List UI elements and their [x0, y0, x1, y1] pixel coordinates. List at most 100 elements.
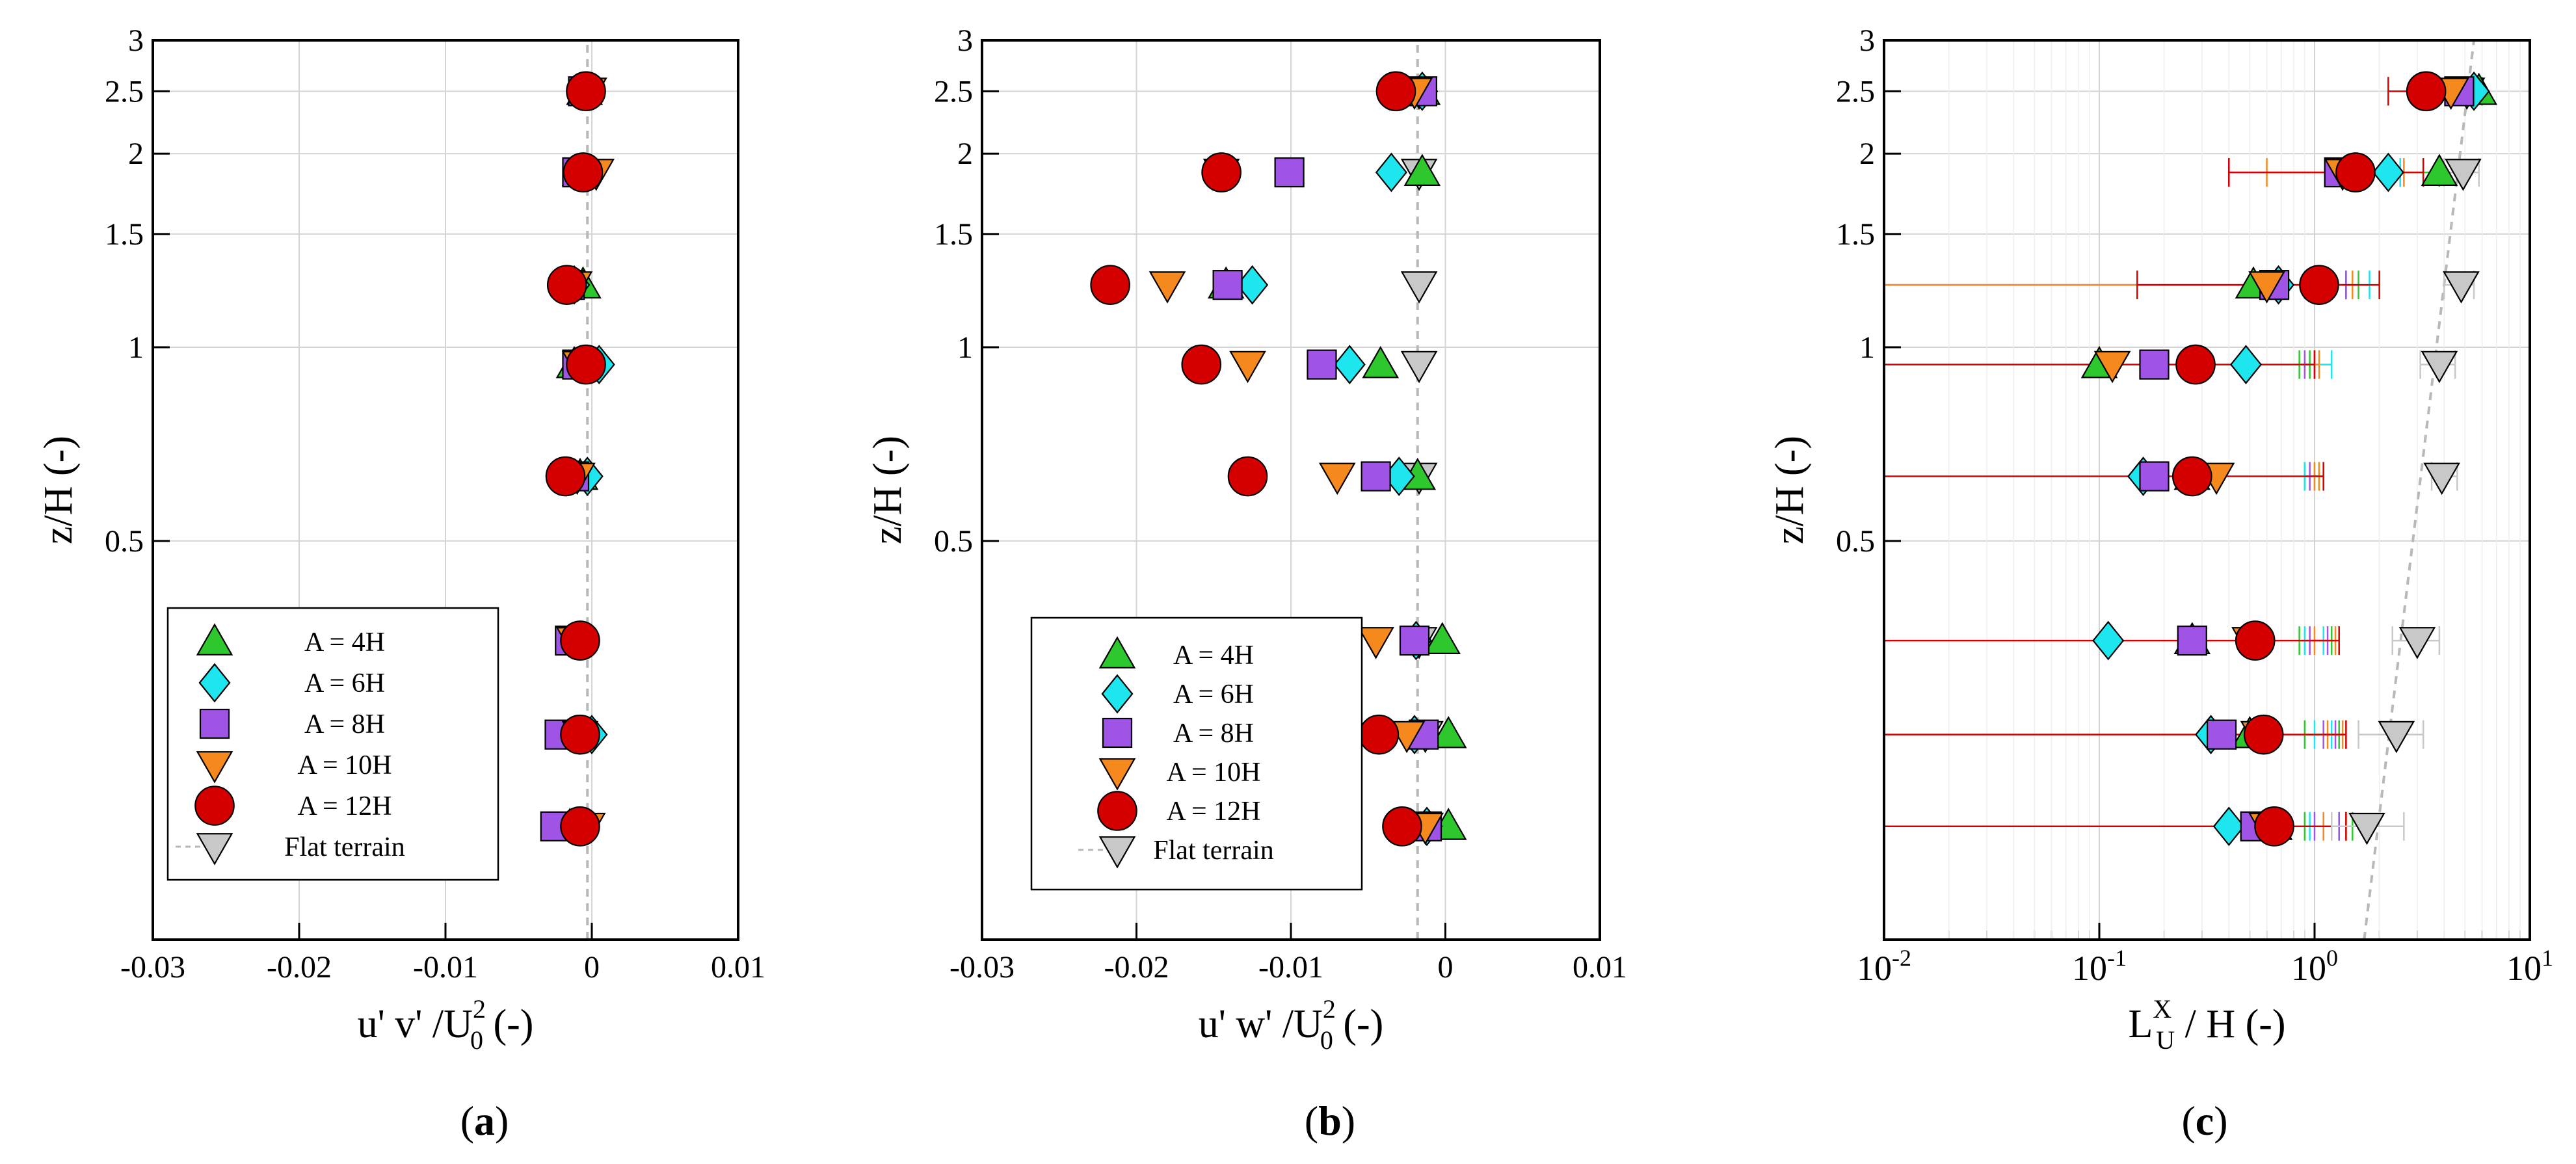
data-point — [2139, 349, 2170, 380]
data-point — [563, 152, 604, 192]
y-axis-label: z/H (-) — [1768, 436, 1812, 544]
data-point — [1274, 157, 1305, 188]
y-tick-label: 3 — [957, 23, 973, 58]
legend-label: A = 8H — [1173, 719, 1254, 748]
legend: A = 4H A = 6H A = 8H A = 10H A = 12H Flat ter… — [1030, 616, 1363, 891]
data-point — [545, 456, 586, 497]
data-point — [2372, 152, 2404, 192]
x-tick-label: -0.01 — [1258, 950, 1323, 985]
x-tick-label: -0.02 — [1104, 950, 1169, 985]
legend-marker — [1098, 836, 1136, 869]
y-tick-label: 1 — [1859, 330, 1875, 365]
panel-c: 10-2 10-1 100 101 0.5 1 1.5 2 2.5 3 z/H (-) LX U / H… — [1768, 23, 2553, 1144]
x-axis-label: u' w' /U2 0 (-) — [1199, 994, 1384, 1055]
data-point — [2421, 153, 2458, 186]
data-point — [2206, 719, 2237, 750]
y-tick-label: 2 — [1859, 137, 1875, 171]
x-tick-label: 0.01 — [1573, 950, 1627, 985]
data-point — [1201, 152, 1242, 192]
y-tick-label: 1.5 — [105, 217, 144, 252]
legend-label: A = 6H — [304, 668, 385, 698]
y-axis-label: z/H (-) — [866, 436, 910, 544]
x-axis-label: LX U / H (-) — [2128, 994, 2285, 1055]
panel-b: -0.03 -0.02 -0.01 0 0.01 0.5 1 1.5 2 2.5 3 z/H (-) u… — [866, 23, 1627, 1144]
panel-label: (c) — [2181, 1098, 2227, 1144]
data-point — [1382, 806, 1422, 847]
data-point — [1181, 344, 1222, 385]
y-tick-label: 1.5 — [1836, 217, 1875, 252]
data-point — [1424, 622, 1461, 654]
panel-label: (b) — [1305, 1098, 1355, 1144]
data-point — [1149, 271, 1186, 304]
legend-marker — [199, 708, 230, 739]
legend-label: A = 4H — [1173, 641, 1254, 670]
data-point — [2139, 461, 2170, 492]
x-tick-label: -0.01 — [413, 950, 478, 985]
data-point — [2299, 265, 2339, 305]
y-tick-label: 2.5 — [1836, 74, 1875, 109]
data-point — [2398, 627, 2436, 659]
data-point — [2445, 159, 2482, 191]
legend-label: A = 10H — [297, 750, 392, 780]
legend-label: A = 12H — [297, 791, 392, 821]
legend-marker — [1102, 717, 1133, 748]
legend-marker — [196, 833, 233, 866]
legend-label: A = 10H — [1166, 758, 1260, 787]
data-point — [560, 620, 600, 661]
x-axis-label: u' v' /U2 0 (-) — [358, 994, 534, 1055]
legend-marker — [1098, 636, 1136, 668]
legend-marker — [1097, 791, 1137, 831]
y-tick-label: 1 — [957, 330, 973, 365]
legend-label: A = 6H — [1173, 680, 1254, 709]
data-point — [2212, 806, 2245, 847]
data-point — [1212, 270, 1243, 300]
legend-label: A = 4H — [304, 628, 385, 657]
data-point — [1400, 351, 1438, 384]
data-point — [2421, 351, 2458, 384]
data-point — [2175, 344, 2216, 385]
x-tick-label: -0.02 — [267, 950, 332, 985]
x-tick-label: 0 — [584, 950, 600, 985]
data-point — [566, 344, 606, 385]
legend-marker — [198, 663, 231, 703]
legend-label: Flat terrain — [284, 832, 405, 862]
data-point — [560, 806, 600, 847]
data-point — [1400, 271, 1438, 304]
data-point — [2092, 620, 2125, 661]
y-tick-label: 3 — [128, 23, 144, 58]
y-tick-label: 0.5 — [934, 524, 973, 559]
data-point — [1375, 152, 1407, 192]
x-tick-label: 10-2 — [1857, 945, 1911, 988]
data-point — [2177, 625, 2207, 656]
data-point — [1403, 153, 1441, 186]
data-point — [1399, 625, 1430, 656]
data-point — [2248, 271, 2285, 304]
data-point — [1359, 714, 1400, 755]
legend-marker — [196, 751, 233, 784]
legend-marker — [1101, 674, 1134, 714]
data-point — [1318, 462, 1356, 496]
data-point — [2443, 271, 2480, 304]
y-tick-label: 1 — [128, 330, 144, 365]
x-tick-label: 10-1 — [2072, 945, 2127, 988]
data-point — [2335, 152, 2376, 192]
data-point — [546, 265, 587, 305]
data-point — [2423, 462, 2460, 496]
data-point — [1362, 345, 1400, 378]
data-point — [2406, 71, 2447, 112]
data-point — [1375, 71, 1416, 112]
legend-marker — [196, 623, 233, 655]
legend: A = 4H A = 6H A = 8H A = 10H A = 12H Flat ter… — [166, 607, 499, 881]
legend-label: A = 12H — [1166, 797, 1260, 827]
legend-marker — [194, 786, 235, 826]
legend-label: A = 8H — [304, 709, 385, 739]
y-tick-label: 1.5 — [934, 217, 973, 252]
data-point — [566, 71, 606, 112]
data-point — [1227, 456, 1268, 497]
x-tick-label: 100 — [2291, 945, 2338, 988]
data-point — [2378, 721, 2415, 754]
y-tick-label: 3 — [1859, 23, 1875, 58]
data-point — [1307, 349, 1337, 380]
y-tick-label: 2.5 — [934, 74, 973, 109]
